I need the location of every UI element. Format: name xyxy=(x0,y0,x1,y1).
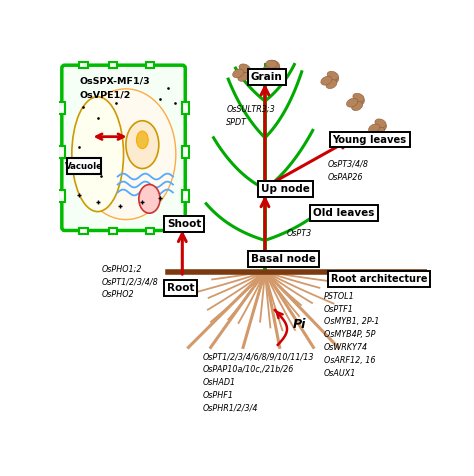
Bar xyxy=(80,228,88,234)
Text: OsPHO1;2
OsPT1/2/3/4/8
OsPHO2: OsPHO1;2 OsPT1/2/3/4/8 OsPHO2 xyxy=(101,264,158,299)
Ellipse shape xyxy=(353,93,364,102)
Ellipse shape xyxy=(326,79,337,89)
Ellipse shape xyxy=(375,119,386,128)
Ellipse shape xyxy=(352,101,363,110)
Text: OsPT3/4/8
OsPAP26: OsPT3/4/8 OsPAP26 xyxy=(328,160,368,182)
Ellipse shape xyxy=(137,131,148,149)
Ellipse shape xyxy=(238,72,249,81)
Ellipse shape xyxy=(233,69,244,78)
Text: OsPT1/2/3/4/6/8/9/10/11/13
OsPAP10a/10c,/21b/26
OsHAD1
OsPHF1
OsPHR1/2/3/4: OsPT1/2/3/4/6/8/9/10/11/13 OsPAP10a/10c,… xyxy=(202,352,314,413)
Ellipse shape xyxy=(268,60,280,69)
Ellipse shape xyxy=(126,121,159,169)
Ellipse shape xyxy=(262,65,273,74)
Bar xyxy=(146,228,154,234)
Text: Young leaves: Young leaves xyxy=(333,135,407,145)
Text: Pi: Pi xyxy=(292,318,306,331)
Ellipse shape xyxy=(369,124,380,133)
Ellipse shape xyxy=(353,98,365,106)
Ellipse shape xyxy=(72,97,124,212)
Ellipse shape xyxy=(328,76,339,84)
FancyBboxPatch shape xyxy=(67,159,101,174)
Text: Up node: Up node xyxy=(261,184,310,194)
Text: Old leaves: Old leaves xyxy=(313,208,374,218)
Text: OsVPE1/2: OsVPE1/2 xyxy=(80,91,131,99)
Text: Basal node: Basal node xyxy=(251,254,316,264)
Ellipse shape xyxy=(346,98,358,107)
Text: OsSULTR3;3
SPDT: OsSULTR3;3 SPDT xyxy=(227,105,275,127)
Ellipse shape xyxy=(266,60,277,68)
Bar xyxy=(182,190,189,202)
FancyBboxPatch shape xyxy=(62,65,185,230)
Bar xyxy=(109,228,117,234)
Ellipse shape xyxy=(269,65,280,73)
Bar xyxy=(80,61,88,68)
Ellipse shape xyxy=(76,89,176,219)
Bar xyxy=(109,61,117,68)
Text: OsPT3: OsPT3 xyxy=(287,229,312,238)
Text: Root architecture: Root architecture xyxy=(330,274,427,284)
Text: Shoot: Shoot xyxy=(167,219,201,229)
Bar xyxy=(146,61,154,68)
Text: Grain: Grain xyxy=(251,72,283,82)
Ellipse shape xyxy=(327,71,338,80)
Ellipse shape xyxy=(139,185,160,213)
Ellipse shape xyxy=(375,123,386,132)
Bar xyxy=(182,102,189,114)
Text: OsSPX-MF1/3: OsSPX-MF1/3 xyxy=(80,76,150,85)
Ellipse shape xyxy=(239,64,250,73)
Text: Root: Root xyxy=(167,283,194,293)
Bar xyxy=(58,190,65,202)
Ellipse shape xyxy=(374,127,385,136)
Ellipse shape xyxy=(321,76,332,85)
Bar xyxy=(182,146,189,158)
Text: Vacuole: Vacuole xyxy=(65,162,103,171)
Bar xyxy=(58,102,65,114)
Text: PSTOL1
OsPTF1
OsMYB1, 2P-1
OsMYB4P, 5P
OsWRKY74
OsARF12, 16
OsAUX1: PSTOL1 OsPTF1 OsMYB1, 2P-1 OsMYB4P, 5P O… xyxy=(324,292,379,378)
Ellipse shape xyxy=(267,69,278,78)
Ellipse shape xyxy=(239,68,251,77)
Bar xyxy=(58,146,65,158)
